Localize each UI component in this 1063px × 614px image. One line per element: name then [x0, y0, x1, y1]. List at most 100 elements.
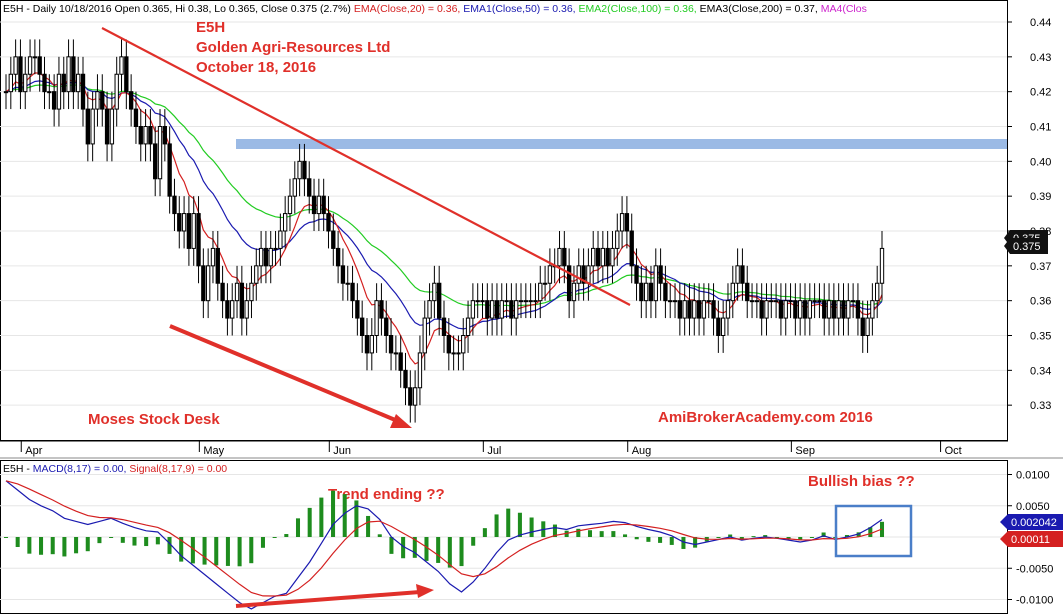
- x-tick-label: Aug: [632, 445, 652, 457]
- candle-body: [114, 73, 119, 110]
- candle-body: [51, 91, 57, 110]
- candle-body: [427, 300, 432, 319]
- candle-body: [480, 300, 485, 303]
- resistance-band: [236, 139, 1007, 149]
- last-price-tag-2: 0.375: [1013, 241, 1041, 253]
- macd-histogram-bar: [179, 537, 184, 562]
- candle-body: [76, 73, 81, 93]
- macd-histogram-bar: [214, 537, 219, 566]
- candle-body: [687, 300, 692, 319]
- macd-histogram-bar: [611, 531, 616, 537]
- candle-body: [798, 300, 803, 319]
- candle-body: [489, 300, 495, 319]
- candle-body: [773, 300, 779, 303]
- candle-body: [509, 300, 514, 319]
- candle-body: [802, 300, 808, 319]
- macd-histogram-bar: [599, 531, 604, 537]
- macd-histogram-bar: [307, 507, 312, 537]
- candle-body: [398, 352, 403, 371]
- candle-body: [759, 300, 764, 319]
- price-panel-frame: [0, 0, 1008, 441]
- candle-body: [870, 300, 875, 319]
- date-x-axis: Apr May Jun Jul Aug Sep Oct: [20, 441, 962, 457]
- candle-body: [793, 300, 798, 319]
- candle-body: [730, 282, 735, 302]
- candle-body: [812, 300, 817, 303]
- macd-histogram-bar: [471, 537, 476, 546]
- header-ema50: EMA1(Close,50) = 0.36,: [463, 3, 578, 15]
- candle-body: [278, 230, 283, 249]
- macd-histogram-bar: [120, 537, 125, 543]
- macd-histogram-bar: [844, 534, 849, 537]
- candle-body: [754, 300, 760, 303]
- candle-body: [538, 282, 543, 302]
- candle-body: [23, 73, 28, 93]
- macd-histogram-bar: [284, 534, 289, 537]
- candle-body: [225, 300, 230, 319]
- ann-bullish: Bullish bias ??: [808, 473, 915, 490]
- candle-body: [417, 352, 423, 389]
- candle-body: [571, 282, 577, 302]
- ann-site: AmiBrokerAcademy.com 2016: [658, 409, 873, 426]
- macd-histogram-bar: [482, 528, 487, 537]
- candle-body: [716, 317, 721, 337]
- ema100-line: [5, 84, 883, 307]
- candle-body: [335, 247, 341, 267]
- candle-body: [258, 247, 264, 267]
- macd-histogram-bar: [389, 537, 394, 554]
- candle-body: [475, 300, 480, 303]
- macd-header-macd: MACD(8,17) = 0.00,: [33, 463, 130, 475]
- macd-histogram-bar: [155, 537, 160, 545]
- macd-histogram-bar: [144, 537, 149, 547]
- x-tick-label: Apr: [25, 445, 42, 457]
- macd-histogram-bar: [366, 515, 371, 537]
- macd-header: E5H - MACD(8,17) = 0.00, Signal(8,17,9) …: [3, 463, 227, 475]
- candle-body: [639, 282, 644, 302]
- candle-body: [90, 108, 95, 145]
- candle-body: [119, 56, 124, 75]
- candle-body: [826, 300, 832, 319]
- candle-body: [696, 300, 702, 319]
- candle-body: [807, 300, 812, 319]
- header-ema200: EMA3(Close,200) = 0.37,: [700, 3, 821, 15]
- macd-y-tick-label: -0.0100: [1016, 595, 1053, 607]
- candle-body: [576, 265, 581, 284]
- macd-histogram-bar: [190, 537, 195, 564]
- candle-body: [865, 317, 870, 337]
- candle-body: [263, 247, 269, 267]
- candle-body: [735, 265, 740, 284]
- price-y-tick-label: 0.44: [1030, 17, 1051, 29]
- price-y-tick-label: 0.43: [1030, 52, 1051, 64]
- macd-histogram-bar: [576, 528, 581, 537]
- macd-histogram-bar: [856, 532, 861, 537]
- candle-body: [504, 300, 509, 303]
- candle-body: [485, 300, 490, 319]
- price-y-axis: 0.330.340.350.360.370.380.390.400.410.42…: [1007, 17, 1051, 412]
- x-tick-label: Jun: [333, 445, 351, 457]
- macd-y-tick-label: 0.0050: [1016, 501, 1050, 513]
- macd-histogram-bar: [74, 537, 79, 554]
- candle-body: [104, 108, 110, 145]
- macd-histogram-bar: [62, 537, 67, 557]
- candle-body: [648, 282, 654, 302]
- candle-body: [634, 265, 639, 284]
- candle-body: [533, 300, 538, 303]
- candle-body: [586, 265, 591, 284]
- macd-histogram-bar: [552, 524, 557, 537]
- macd-histogram-bar: [739, 537, 744, 539]
- candle-body: [148, 126, 153, 145]
- ann-company: Golden Agri-Resources Ltd: [196, 39, 390, 56]
- candle-body: [181, 213, 187, 232]
- macd-histogram-bar: [447, 537, 452, 568]
- price-y-tick-label: 0.34: [1030, 365, 1051, 377]
- candle-body: [855, 300, 861, 319]
- candle-body: [643, 282, 649, 302]
- candle-body: [615, 230, 620, 249]
- macd-lows-arrow: [235, 584, 434, 608]
- macd-histogram-bar: [587, 530, 593, 537]
- candle-body: [287, 195, 293, 215]
- macd-histogram-bar: [634, 537, 639, 540]
- candle-body: [393, 352, 399, 355]
- macd-histogram-bar: [868, 527, 873, 537]
- candle-body: [128, 91, 134, 110]
